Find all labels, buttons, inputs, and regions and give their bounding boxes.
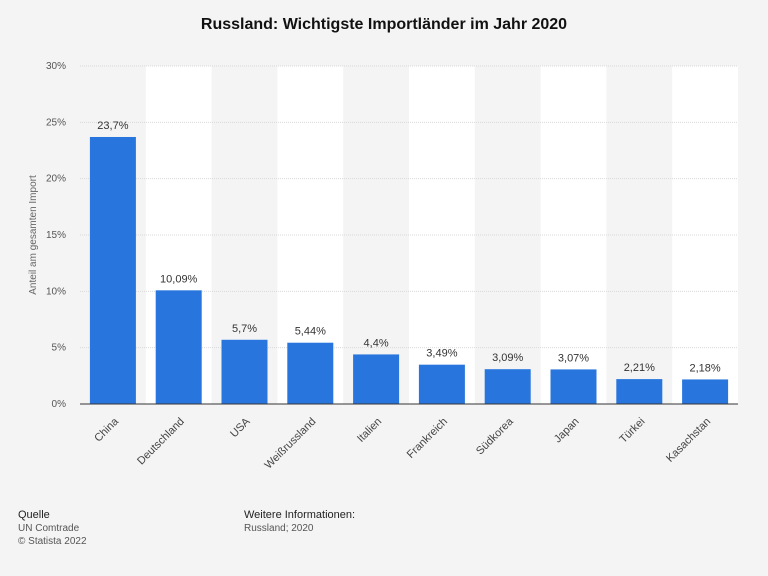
data-label: 3,07% (558, 352, 589, 364)
source-line-1: UN Comtrade (18, 523, 80, 534)
bar (221, 339, 268, 404)
bar (682, 379, 729, 404)
bar (616, 379, 663, 404)
x-tick-label: Deutschland (135, 416, 187, 468)
y-tick-label: 30% (46, 61, 66, 72)
bar (550, 369, 597, 404)
data-label: 23,7% (97, 120, 128, 132)
x-tick-label: USA (228, 415, 253, 440)
x-tick-label: Südkorea (474, 415, 516, 457)
x-tick-label: Türkei (617, 416, 647, 446)
data-label: 10,09% (160, 273, 198, 285)
data-label: 4,4% (364, 337, 389, 349)
y-tick-label: 0% (52, 399, 67, 410)
bar (353, 354, 400, 404)
source-heading: Quelle (18, 509, 50, 521)
data-label: 2,21% (624, 362, 655, 374)
y-tick-label: 25% (46, 117, 66, 128)
bar (418, 364, 465, 404)
y-tick-label: 15% (46, 230, 66, 241)
chart-title: Russland: Wichtigste Importländer im Jah… (200, 16, 568, 33)
data-label: 5,7% (232, 323, 257, 335)
column-band (672, 66, 738, 404)
source-line-2: © Statista 2022 (18, 536, 87, 547)
data-label: 2,18% (689, 362, 720, 374)
x-tick-label: China (92, 415, 121, 444)
y-tick-label: 10% (46, 286, 66, 297)
data-label: 3,49% (426, 348, 457, 360)
bar (484, 369, 531, 404)
bar (89, 136, 136, 405)
y-tick-label: 5% (52, 343, 67, 354)
x-tick-label: Japan (552, 416, 582, 446)
bar-chart: 0% 5% 10% 15% 20% 25% 30% Anteil am gesamten Im… (28, 61, 738, 472)
x-tick-label: Weißrussland (263, 416, 319, 472)
y-axis-label: Anteil am gesamten Import (28, 175, 39, 295)
data-label: 3,09% (492, 352, 523, 364)
bar (287, 342, 334, 404)
info-block: Weitere Informationen: Russland; 2020 (244, 509, 355, 535)
column-band (409, 66, 475, 404)
y-tick-label: 20% (46, 174, 66, 185)
x-tick-label: Kasachstan (664, 416, 713, 465)
info-line-1: Russland; 2020 (244, 523, 314, 534)
source-block: Quelle UN Comtrade © Statista 2022 (18, 509, 87, 548)
info-heading: Weitere Informationen: (244, 509, 356, 521)
column-band (540, 66, 607, 404)
x-tick-label: Frankreich (405, 416, 450, 461)
bar (155, 290, 202, 404)
x-tick-label: Italien (355, 416, 384, 445)
data-label: 5,44% (295, 326, 326, 338)
